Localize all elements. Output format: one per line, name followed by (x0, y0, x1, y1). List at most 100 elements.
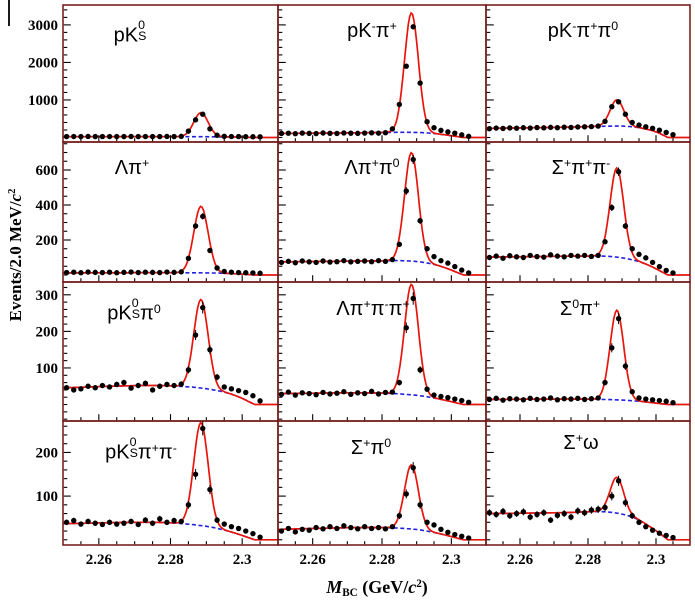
data-point (361, 130, 368, 136)
data-point (656, 127, 663, 133)
data-point (389, 126, 396, 132)
data-point (615, 169, 622, 175)
panel-title-pKpipi0: pK-π+π0 (547, 19, 619, 42)
data-point (313, 391, 319, 398)
x-tick-label: 2.3 (442, 552, 461, 568)
data-point (99, 521, 106, 528)
data-point (192, 223, 199, 229)
data-point (561, 395, 567, 402)
data-point (257, 134, 263, 140)
data-point (185, 367, 192, 373)
data-point (235, 133, 242, 140)
data-point (500, 255, 506, 261)
x-tick-label: 2.26 (507, 552, 534, 568)
data-point (410, 24, 416, 30)
x-axis-title: MBC (GeV/c2) (326, 577, 428, 600)
data-point (221, 384, 227, 390)
data-point (595, 123, 601, 129)
data-point (431, 125, 437, 131)
data-point (361, 390, 368, 397)
panel-title-Somega: Σ+ω (563, 431, 599, 454)
data-point (507, 253, 513, 259)
data-point (452, 130, 458, 136)
data-point (670, 400, 676, 406)
data-point (235, 525, 242, 532)
data-point (410, 156, 416, 163)
y-tick-label: 1000 (28, 93, 58, 109)
data-point (178, 518, 184, 525)
data-point (63, 385, 70, 391)
data-point (622, 111, 629, 117)
y-axis-title: Events/2.0 MeV/c2 (6, 188, 25, 322)
data-point (568, 124, 574, 131)
y-tick-label: 200 (36, 445, 59, 461)
data-point (602, 379, 608, 386)
data-point (636, 519, 642, 525)
data-point (306, 130, 312, 137)
data-point (368, 130, 375, 136)
data-point (547, 124, 554, 131)
data-point (527, 514, 533, 520)
data-point (292, 260, 299, 266)
data-point (368, 525, 375, 532)
data-point (114, 133, 120, 140)
data-point (278, 130, 285, 137)
data-point (643, 396, 649, 402)
data-point (106, 133, 113, 140)
data-point (595, 506, 601, 512)
x-tick-label: 2.28 (369, 552, 395, 568)
fit-curve (278, 283, 486, 406)
fit-curve (278, 463, 486, 541)
panel-title-pKs0: pK 0 S (113, 18, 147, 47)
x-tick-label: 2.26 (300, 552, 327, 568)
data-point (382, 526, 389, 532)
data-point (71, 269, 77, 275)
data-point (493, 511, 499, 518)
data-point (663, 129, 669, 136)
panel-pKs0: 1000 2000 3000 (28, 4, 279, 143)
data-point (207, 247, 213, 254)
data-point (541, 125, 547, 131)
data-point (459, 533, 465, 539)
data-point (327, 259, 333, 265)
data-point (375, 257, 382, 264)
data-point (78, 270, 84, 276)
data-point (228, 386, 235, 392)
data-point (368, 388, 375, 395)
data-point (185, 255, 192, 262)
data-point (568, 514, 574, 520)
data-point (438, 127, 444, 134)
data-point (192, 471, 199, 477)
data-point (178, 381, 184, 387)
data-point (78, 521, 84, 527)
data-point (250, 134, 256, 140)
data-point (185, 502, 192, 508)
data-point (299, 390, 305, 396)
data-point (228, 269, 235, 275)
data-point (327, 523, 333, 530)
data-point (99, 133, 106, 140)
data-point (121, 379, 127, 386)
data-point (334, 390, 340, 396)
data-point (670, 534, 676, 541)
data-point (178, 133, 184, 140)
data-point (403, 63, 409, 69)
data-point (656, 263, 663, 270)
data-point (534, 511, 540, 518)
data-point (465, 399, 472, 406)
data-point (396, 379, 403, 386)
data-point (278, 259, 285, 266)
data-point (355, 130, 361, 137)
data-point (663, 267, 669, 274)
data-point (375, 524, 382, 531)
data-point (581, 509, 588, 516)
data-point (410, 295, 416, 302)
data-point (445, 529, 451, 536)
data-point (513, 510, 520, 517)
data-point (575, 395, 581, 402)
data-point (250, 530, 256, 537)
data-point (214, 517, 220, 523)
data-point (465, 535, 472, 541)
